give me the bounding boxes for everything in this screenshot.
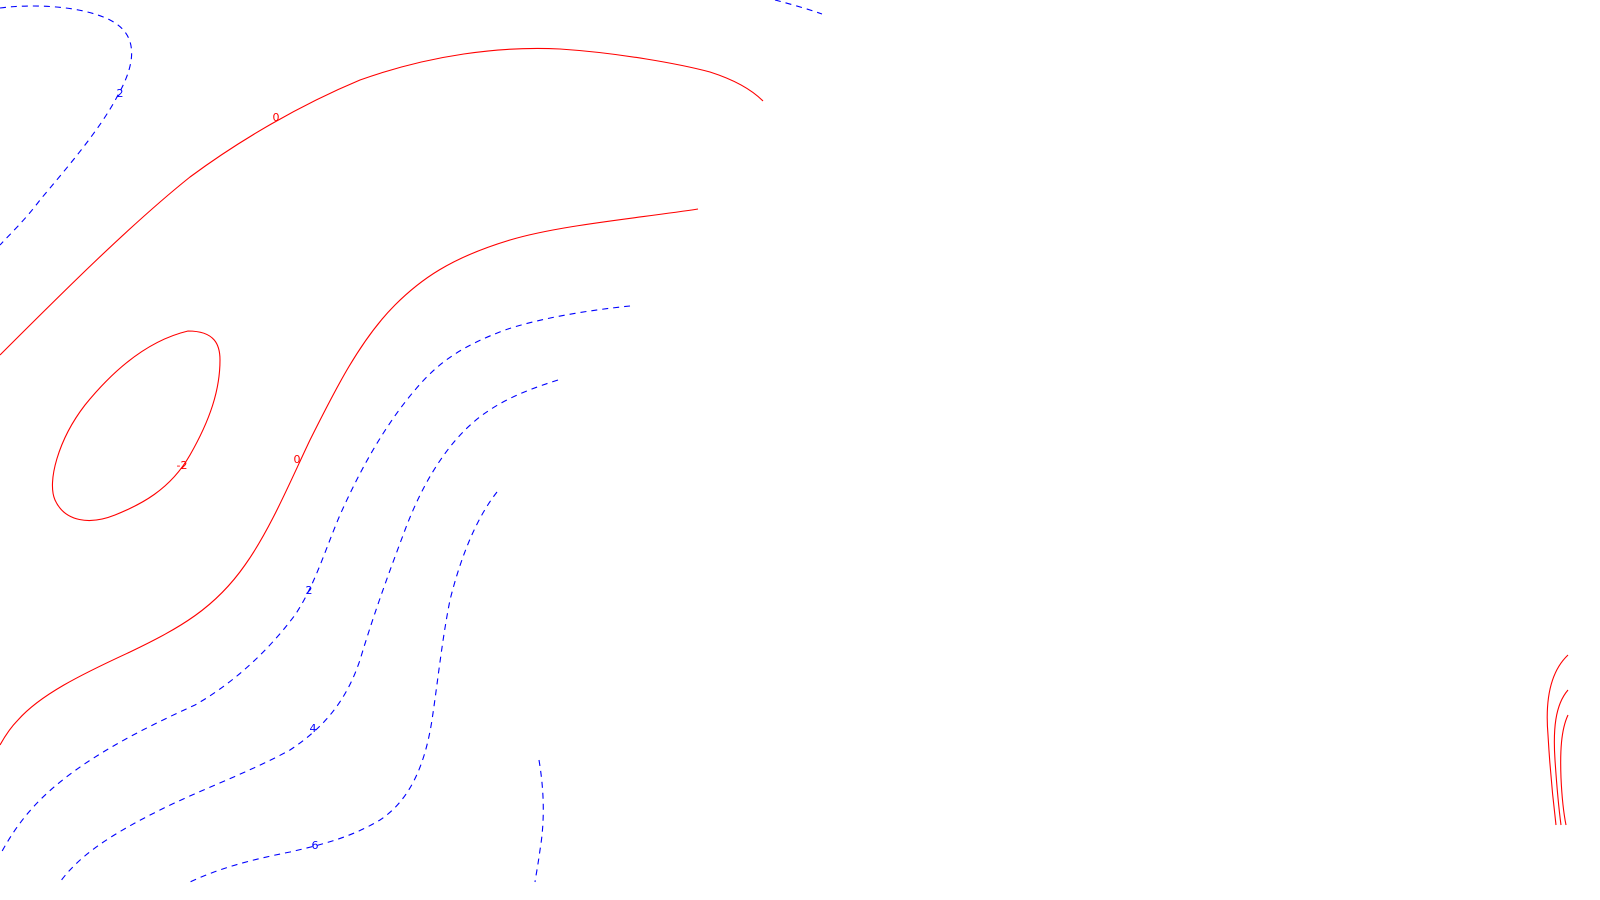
contour-label: 4: [310, 722, 317, 735]
contour-line-zero-lower: [0, 208, 699, 746]
contour-line-neg2-loop: [51, 330, 221, 521]
contour-line-right-edge-1: [1546, 654, 1569, 826]
contour-line-pos2-top-right: [774, 0, 823, 15]
contour-line-pos6: [189, 491, 498, 883]
contour-label: 0: [273, 111, 280, 124]
contour-label: 6: [312, 839, 319, 852]
contour-line-pos-bottom-fragment: [534, 759, 544, 883]
contour-line-pos2-top-left: [0, 5, 133, 246]
contour-label: 2: [117, 87, 124, 100]
contour-line-right-edge-3: [1560, 714, 1569, 826]
contour-label: -2: [177, 459, 188, 472]
contour-line-pos2-middle: [0, 305, 631, 856]
contour-line-right-edge-2: [1553, 689, 1569, 826]
contour-line-zero-upper: [0, 47, 764, 356]
contour-label: 2: [306, 584, 313, 597]
contour-label: 0: [294, 453, 301, 466]
contour-line-pos4: [59, 379, 559, 883]
